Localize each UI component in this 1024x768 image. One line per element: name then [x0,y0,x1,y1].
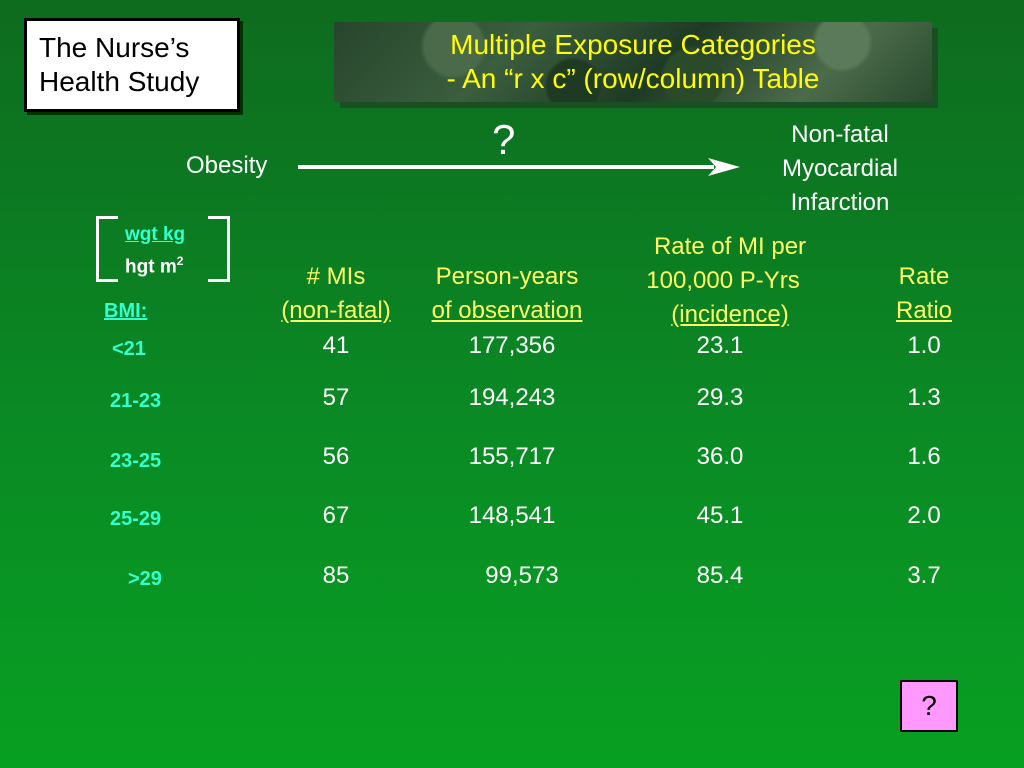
row-bmi-label: 21-23 [110,390,162,412]
cell-rate: 85.4 [696,562,744,589]
row-bmi-label: 23-25 [110,450,162,472]
column-header-rate: Rate of MI per 100,000 P-Yrs (incidence) [620,230,840,332]
cell-mis: 85 [322,562,350,589]
cell-rate: 23.1 [696,332,744,359]
cell-mis: 41 [322,332,350,359]
column-header-line: 100,000 P-Yrs [646,267,800,294]
cell-person-years: 155,717 [468,443,556,470]
outcome-line: Non-fatal [791,121,889,148]
column-header-line: Ratio [895,297,953,324]
bmi-denominator: hgt m2 [125,254,183,278]
column-header-line: (non-fatal) [281,297,391,324]
outcome-line: Infarction [790,189,890,216]
cell-rate: 36.0 [696,443,744,470]
cell-ratio: 2.0 [907,502,941,529]
cell-rate: 29.3 [696,384,744,411]
question-mark: ? [492,116,516,163]
study-title-box: The Nurse’s Health Study [24,18,240,112]
column-header-person-years: Person-years of observation [412,260,602,328]
cell-person-years: 177,356 [468,332,556,359]
help-button[interactable]: ? [900,680,958,732]
row-bmi-label: <21 [112,338,146,360]
cell-mis: 56 [322,443,350,470]
cell-ratio: 1.3 [907,384,941,411]
bmi-numerator: wgt kg [125,224,186,245]
outcome-line: Myocardial [781,155,899,182]
column-header-line: Rate [898,263,950,290]
cell-rate: 45.1 [696,502,744,529]
cell-ratio: 3.7 [907,562,941,589]
bmi-label: BMI: [104,300,148,322]
column-header-line: Rate of MI per [653,233,807,260]
column-header-line: # MIs [306,263,366,290]
outcome-label: Non-fatal Myocardial Infarction [770,118,910,220]
cell-person-years: 99,573 [485,562,559,589]
cell-mis: 67 [322,502,350,529]
row-bmi-label: 25-29 [110,508,162,530]
column-header-mis: # MIs (non-fatal) [266,260,406,328]
cell-ratio: 1.6 [907,443,941,470]
bmi-denominator-text: hgt m [125,256,177,278]
column-header-ratio: Rate Ratio [880,260,968,328]
slide-title-box: Multiple Exposure Categories - An “r x c… [334,22,932,102]
bmi-formula: wgt kg hgt m2 [96,214,230,286]
row-bmi-label: >29 [128,568,162,590]
exposure-label: Obesity [186,152,268,179]
left-bracket [96,216,118,282]
column-header-line: Person-years [435,263,579,290]
study-title-line1: The Nurse’s [39,32,190,63]
column-header-line: of observation [431,297,583,324]
column-header-line: (incidence) [671,301,789,328]
cell-person-years: 194,243 [468,384,556,411]
slide-title-line1: Multiple Exposure Categories [450,29,816,60]
bmi-exponent: 2 [176,254,184,268]
cell-person-years: 148,541 [468,502,556,529]
slide-title-line2: - An “r x c” (row/column) Table [446,63,820,94]
exposure-outcome-arrow [298,158,740,176]
cell-ratio: 1.0 [907,332,941,359]
right-bracket [208,216,230,282]
study-title-line2: Health Study [39,66,200,97]
cell-mis: 57 [322,384,350,411]
